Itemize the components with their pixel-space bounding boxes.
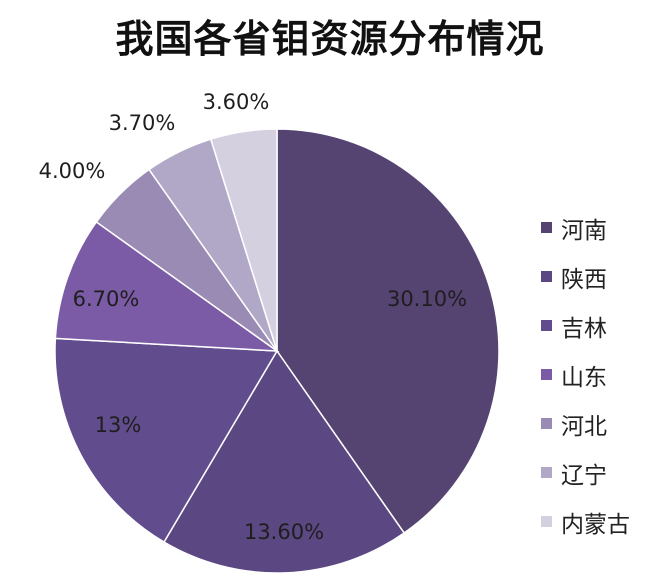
legend-label: 陕西: [561, 266, 607, 293]
chart-legend: 河南陕西吉林山东河北辽宁内蒙古: [541, 203, 630, 546]
legend-label: 吉林: [561, 315, 607, 342]
data-label-6: 3.70%: [109, 111, 176, 135]
legend-item-6: 辽宁: [541, 448, 630, 497]
pie-slice-7: [209, 128, 278, 352]
legend-swatch: [541, 320, 552, 331]
chart-title: 我国各省钼资源分布情况: [115, 16, 545, 61]
legend-item-2: 陕西: [541, 252, 630, 301]
legend-item-4: 山东: [541, 350, 630, 399]
data-label-1: 30.10%: [387, 287, 467, 311]
data-label-7: 3.60%: [203, 90, 270, 114]
legend-item-3: 吉林: [541, 301, 630, 350]
legend-swatch: [541, 467, 552, 478]
legend-swatch: [541, 516, 552, 527]
legend-swatch: [541, 271, 552, 282]
legend-item-1: 河南: [541, 203, 630, 252]
data-label-3: 13%: [95, 413, 142, 437]
data-label-2: 13.60%: [244, 520, 324, 544]
pie-data-labels: 30.10% 13.60% 13% 6.70% 4.00%3.70% 3.60%: [39, 90, 467, 544]
legend-label: 内蒙古: [561, 511, 630, 538]
pie-slice-1: [276, 128, 500, 535]
legend-swatch: [541, 222, 552, 233]
pie-slice-4: [54, 220, 280, 352]
data-label-4: 6.70%: [73, 287, 140, 311]
legend-item-7: 内蒙古: [541, 497, 630, 546]
legend-label: 山东: [561, 364, 607, 391]
data-label-5: 4.00%: [39, 159, 106, 183]
legend-label: 辽宁: [561, 462, 607, 489]
pie-slice-3: [54, 337, 279, 544]
legend-label: 河北: [561, 413, 607, 440]
pie-slices: [54, 128, 500, 574]
legend-swatch: [541, 418, 552, 429]
pie-slice-2: [162, 349, 406, 574]
legend-label: 河南: [561, 217, 607, 244]
legend-swatch: [541, 369, 552, 380]
legend-item-5: 河北: [541, 399, 630, 448]
